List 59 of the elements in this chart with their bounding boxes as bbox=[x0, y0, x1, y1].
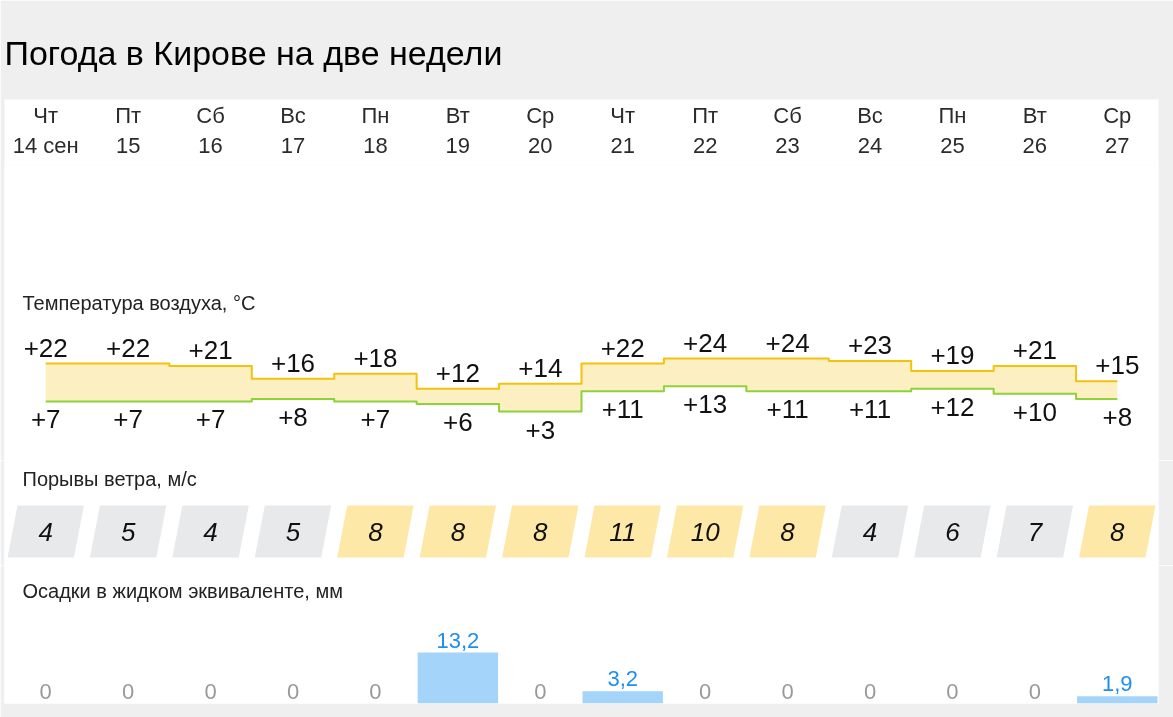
data-label: +7 bbox=[113, 404, 143, 435]
text: Порывы ветра, м/с bbox=[22, 467, 197, 490]
data-label: +6 bbox=[443, 406, 473, 437]
data-label: 8 bbox=[780, 516, 796, 547]
data-label: +14 bbox=[518, 352, 563, 383]
data-label: 5 bbox=[285, 516, 301, 547]
data-label: 6 bbox=[945, 516, 961, 547]
x-tick-label: Пт 22 bbox=[692, 102, 719, 158]
data-label: +21 bbox=[188, 335, 233, 366]
data-label: 4 bbox=[38, 516, 53, 547]
x-tick-label: Пн 18 bbox=[361, 102, 390, 158]
data-label: 8 bbox=[533, 516, 549, 547]
data-label: +22 bbox=[23, 332, 68, 363]
chart-title: Погода в Кирове на две недели bbox=[4, 33, 503, 72]
data-label: +11 bbox=[766, 394, 809, 425]
data-label: +10 bbox=[1012, 396, 1057, 427]
data-label: 10 bbox=[690, 516, 721, 547]
data-label: 4 bbox=[862, 516, 878, 547]
x-tick-label: Сб 23 bbox=[773, 102, 802, 158]
data-label: +11 bbox=[848, 394, 892, 425]
data-label: +22 bbox=[106, 332, 151, 363]
x-tick-label: Вт 26 bbox=[1022, 102, 1048, 158]
data-label: 4 bbox=[203, 516, 218, 547]
x-tick-label: Чт 14 сен bbox=[12, 102, 79, 158]
data-label: +3 bbox=[525, 414, 556, 445]
data-label: +18 bbox=[353, 342, 398, 373]
data-label: 8 bbox=[1110, 516, 1126, 547]
x-tick-label: Пт 15 bbox=[115, 102, 142, 158]
data-label: +13 bbox=[683, 389, 728, 420]
data-label: +12 bbox=[930, 391, 975, 422]
data-label: +24 bbox=[765, 327, 810, 358]
x-tick-label: Ср 27 bbox=[1103, 102, 1132, 158]
x-tick-label: Пн 25 bbox=[938, 102, 967, 158]
chart-subtitle: Температура воздуха, °C bbox=[22, 291, 256, 314]
data-label: +7 bbox=[195, 404, 226, 435]
data-label: +12 bbox=[435, 357, 480, 388]
x-tick-label: Вс 24 bbox=[857, 102, 883, 158]
data-label: +7 bbox=[30, 404, 61, 435]
x-tick-label: Сб 16 bbox=[196, 102, 225, 158]
data-label: +22 bbox=[600, 332, 645, 363]
data-label: +11 bbox=[601, 394, 644, 425]
x-tick-label: Чт 21 bbox=[610, 102, 636, 158]
x-tick-label: Ср 20 bbox=[526, 102, 555, 158]
data-label: +23 bbox=[847, 330, 893, 361]
x-tick-label: Вс 17 bbox=[280, 102, 306, 158]
data-label: +21 bbox=[1012, 335, 1057, 366]
data-label: 7 bbox=[1027, 516, 1044, 547]
data-label: +24 bbox=[683, 327, 728, 358]
data-label: +8 bbox=[1102, 401, 1133, 432]
data-label: 11 bbox=[609, 516, 637, 547]
data-label: +8 bbox=[278, 401, 308, 432]
data-label: +19 bbox=[930, 340, 975, 371]
data-label: +7 bbox=[360, 404, 391, 435]
data-label: +15 bbox=[1095, 350, 1140, 381]
data-label: 8 bbox=[368, 516, 384, 547]
data-label: 5 bbox=[120, 516, 136, 547]
x-tick-label: Вт 19 bbox=[445, 102, 471, 158]
data-label: 8 bbox=[450, 516, 466, 547]
data-label: +16 bbox=[270, 347, 316, 378]
